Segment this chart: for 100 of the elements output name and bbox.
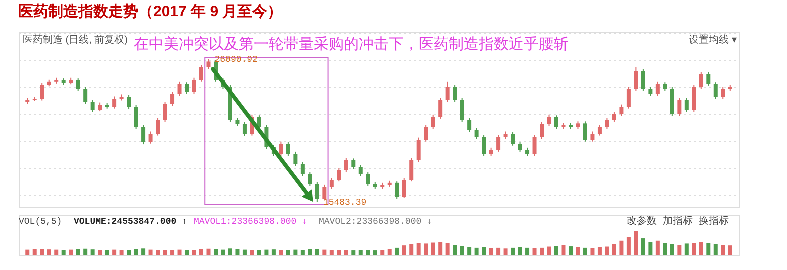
bar (112, 250, 117, 255)
bar (699, 242, 704, 255)
candlestick (112, 96, 117, 110)
candlestick (460, 98, 464, 123)
bar (337, 250, 342, 255)
bar (663, 243, 668, 255)
candlestick (76, 78, 80, 92)
candlestick (684, 98, 689, 113)
bar (76, 249, 80, 255)
candlestick (453, 84, 458, 103)
candlestick (431, 114, 436, 130)
bar (127, 250, 132, 255)
candlestick (294, 151, 298, 167)
bar (221, 250, 226, 255)
candlestick (178, 81, 182, 97)
text: 改参数 (627, 215, 657, 227)
bar (156, 250, 160, 255)
candlestick (395, 181, 400, 200)
candlestick (656, 81, 660, 97)
bar (410, 244, 414, 255)
bar (634, 231, 638, 255)
bar (358, 250, 363, 255)
chart-subtitle: 医药制造 (日线, 前复权) (23, 34, 128, 46)
candlestick (170, 92, 175, 107)
candlestick (511, 132, 516, 146)
candlestick (402, 178, 406, 199)
bar (612, 244, 616, 255)
candlestick (416, 137, 421, 163)
text: VOLUME:24553847.000 ↑ (74, 217, 188, 227)
candlestick (308, 172, 312, 187)
bar (373, 250, 378, 255)
bar (692, 243, 696, 255)
bar (590, 248, 595, 255)
bar (170, 250, 175, 255)
bar (547, 246, 552, 255)
bar (380, 250, 385, 255)
candlestick (279, 141, 284, 156)
bar (431, 242, 436, 255)
bar (105, 250, 110, 255)
candlestick (714, 82, 718, 100)
bar (200, 249, 204, 255)
candlestick (84, 86, 88, 105)
candlestick (554, 115, 558, 130)
candlestick (583, 121, 588, 142)
bar (84, 248, 88, 255)
bar (496, 248, 501, 255)
bar (504, 248, 508, 255)
candlestick (626, 86, 631, 110)
bar (554, 246, 558, 255)
bar (684, 244, 689, 255)
candlestick (163, 102, 168, 123)
candlestick (206, 58, 211, 70)
bar (388, 249, 392, 255)
bar (605, 246, 610, 255)
bar (286, 250, 290, 255)
bar (424, 244, 428, 255)
candlestick (590, 131, 595, 142)
bar (670, 244, 674, 255)
candlestick (242, 122, 247, 137)
bar (482, 247, 486, 255)
candlestick (330, 178, 334, 190)
candlestick (148, 131, 153, 144)
text: 在中美冲突以及第一轮带量采购的冲击下，医药制造指数近乎腰斩 (134, 36, 569, 53)
bar (308, 249, 312, 255)
bar (468, 247, 472, 255)
candlestick (200, 64, 204, 82)
candlestick (699, 72, 704, 90)
bar (322, 250, 327, 255)
bar (460, 246, 464, 255)
candlestick (612, 112, 616, 123)
candlestick (518, 142, 522, 152)
bar (163, 250, 168, 255)
bar (294, 250, 298, 255)
candlestick (547, 114, 552, 127)
bar (641, 238, 646, 255)
bar (90, 250, 95, 255)
bar (678, 245, 682, 255)
candlestick (598, 124, 602, 136)
candlestick (352, 158, 356, 170)
bar (69, 250, 74, 255)
candlestick (634, 66, 638, 92)
bar (402, 246, 406, 255)
bar (178, 250, 182, 255)
bar (300, 250, 305, 255)
candlestick (540, 122, 544, 140)
bar (626, 237, 631, 255)
bar (228, 248, 232, 255)
candlestick (185, 82, 190, 95)
candlestick (532, 134, 537, 156)
text: 加指标 (663, 215, 693, 227)
bar (453, 245, 458, 255)
candlestick (358, 164, 363, 177)
annotation: 15483.39 (323, 198, 367, 208)
bar (714, 244, 718, 255)
bar (583, 248, 588, 255)
bar (26, 250, 30, 255)
candlestick (605, 118, 610, 130)
candlestick (300, 162, 305, 177)
bar (706, 243, 711, 255)
bar (206, 248, 211, 255)
